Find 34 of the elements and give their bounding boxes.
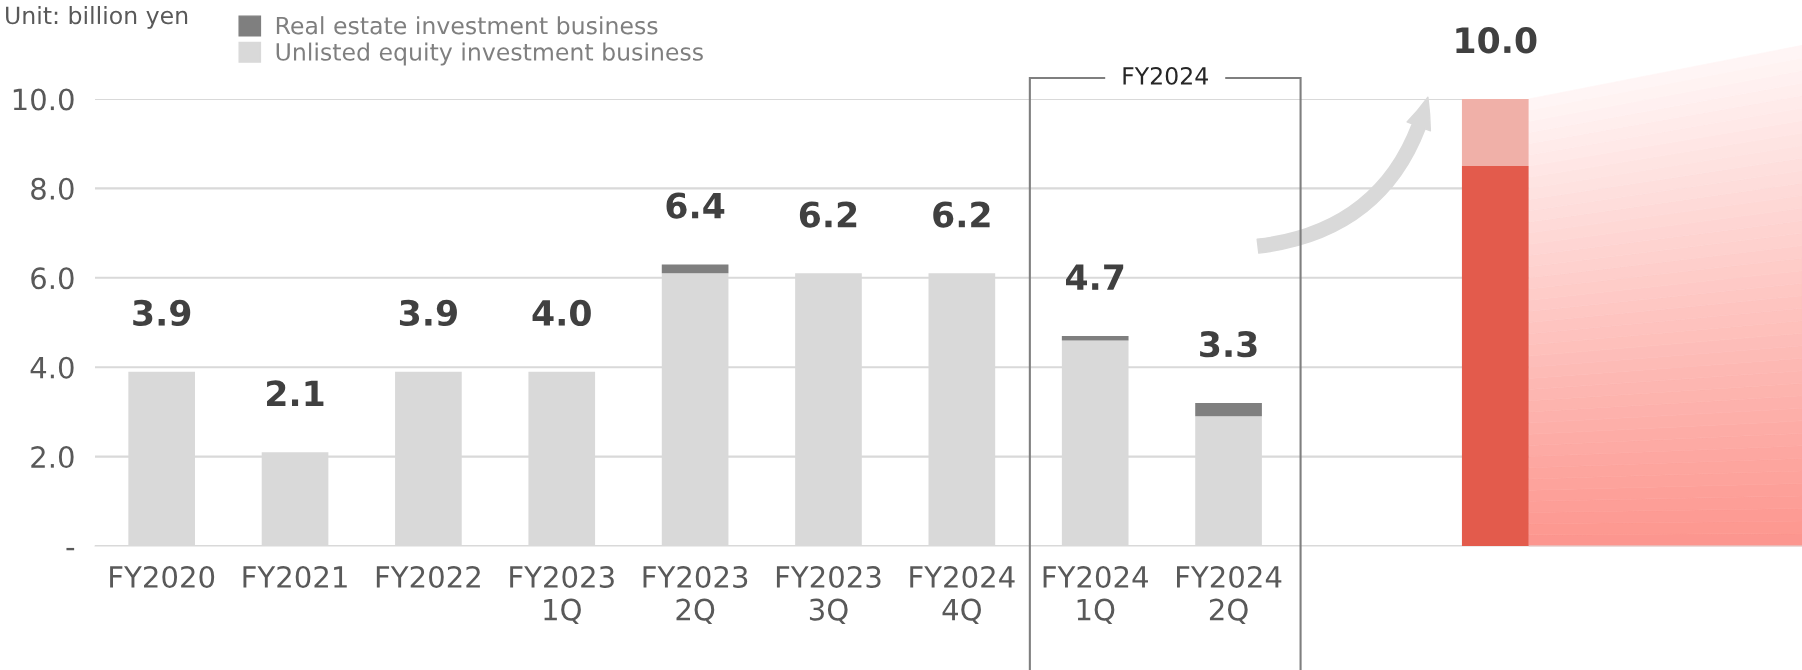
x-tick-label: FY2024 1Q bbox=[1043, 565, 1148, 625]
total-label: 3.9 bbox=[133, 299, 191, 327]
total-label: 3.9 bbox=[399, 299, 457, 327]
y-tick-label: - bbox=[66, 547, 75, 551]
x-tick-label: FY2024 4Q bbox=[910, 565, 1015, 625]
total-label: 6.2 bbox=[933, 201, 990, 228]
y-tick-label: 4.0 bbox=[30, 356, 74, 379]
x-tick-label: FY2023 2Q bbox=[643, 565, 748, 625]
bar bbox=[1061, 335, 1129, 341]
bar bbox=[661, 264, 729, 274]
x-tick-label: FY2024 2Q bbox=[1177, 565, 1282, 625]
total-label: 10.0 bbox=[1456, 27, 1537, 54]
y-axis-title: Unit: billion yen bbox=[6, 6, 188, 29]
legend-label: Real estate investment business bbox=[276, 16, 658, 35]
legend-label: Unlisted equity investment business bbox=[276, 42, 703, 66]
total-label: 4.0 bbox=[532, 299, 591, 327]
x-tick-label: FY2022 bbox=[376, 565, 480, 589]
y-tick-label: 10.0 bbox=[13, 88, 74, 111]
x-tick-label: FY2023 3Q bbox=[776, 565, 881, 625]
x-tick-label: FY2023 1Q bbox=[510, 565, 614, 625]
bar bbox=[1461, 99, 1529, 167]
total-label: 6.4 bbox=[666, 192, 725, 219]
text: FY2024 bbox=[1123, 66, 1208, 85]
total-label: 4.7 bbox=[1066, 264, 1124, 290]
x-tick-label: FY2021 bbox=[243, 565, 347, 589]
x-tick-label: FY2020 bbox=[110, 565, 215, 589]
bar bbox=[1195, 402, 1262, 417]
total-label: 2.1 bbox=[267, 380, 324, 407]
bar bbox=[1461, 166, 1529, 546]
y-tick-label: 8.0 bbox=[31, 177, 74, 200]
total-label: 6.2 bbox=[799, 201, 857, 228]
y-tick-label: 6.0 bbox=[31, 267, 74, 290]
total-label: 3.3 bbox=[1200, 331, 1257, 358]
y-tick-label: 2.0 bbox=[31, 446, 74, 469]
